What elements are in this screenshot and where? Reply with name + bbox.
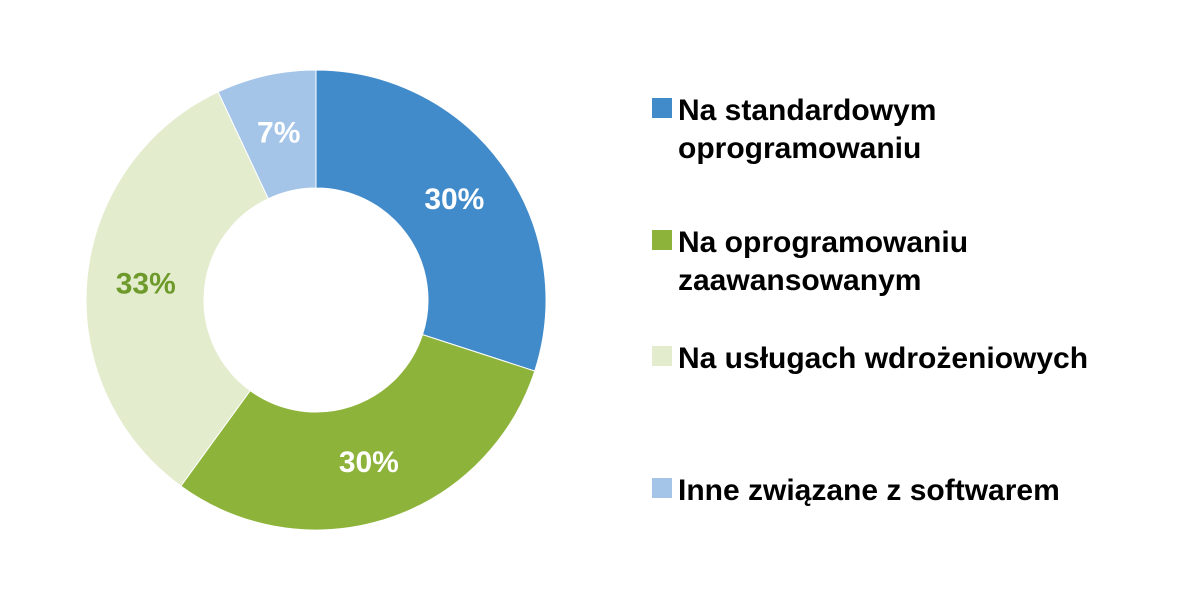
- legend-item-3: Na usługach wdrożeniowych: [652, 340, 1088, 378]
- legend-swatch-3: [652, 346, 672, 366]
- legend-label-1: Na standardowym oprogramowaniu: [678, 94, 937, 165]
- data-label-2: 30%: [339, 446, 399, 479]
- legend-label-3: Na usługach wdrożeniowych: [678, 342, 1089, 375]
- donut-slices: [85, 69, 547, 531]
- donut-chart: 30% 30% 33% 7%: [85, 69, 547, 531]
- legend-label-2: Na oprogramowaniu zaawansowanym: [678, 226, 969, 297]
- legend-item-1: Na standardowym oprogramowaniu: [652, 92, 936, 168]
- legend-swatch-2: [652, 230, 672, 250]
- legend-item-4: Inne związane z softwarem: [652, 472, 1060, 510]
- donut-slice-labels: 30% 30% 33% 7%: [116, 117, 485, 480]
- data-label-3: 33%: [116, 267, 176, 300]
- data-label-1: 30%: [424, 183, 484, 216]
- donut-slice-2: [180, 333, 536, 531]
- legend-swatch-1: [652, 98, 672, 118]
- legend-label-4: Inne związane z softwarem: [678, 474, 1060, 507]
- chart-legend: Na standardowym oprogramowaniu Na oprogra…: [652, 0, 1192, 600]
- data-label-4: 7%: [257, 117, 300, 150]
- donut-slice-1: [315, 69, 547, 372]
- donut-slice-4: [217, 69, 317, 200]
- legend-item-2: Na oprogramowaniu zaawansowanym: [652, 224, 968, 300]
- donut-slice-3: [85, 91, 269, 487]
- legend-swatch-4: [652, 478, 672, 498]
